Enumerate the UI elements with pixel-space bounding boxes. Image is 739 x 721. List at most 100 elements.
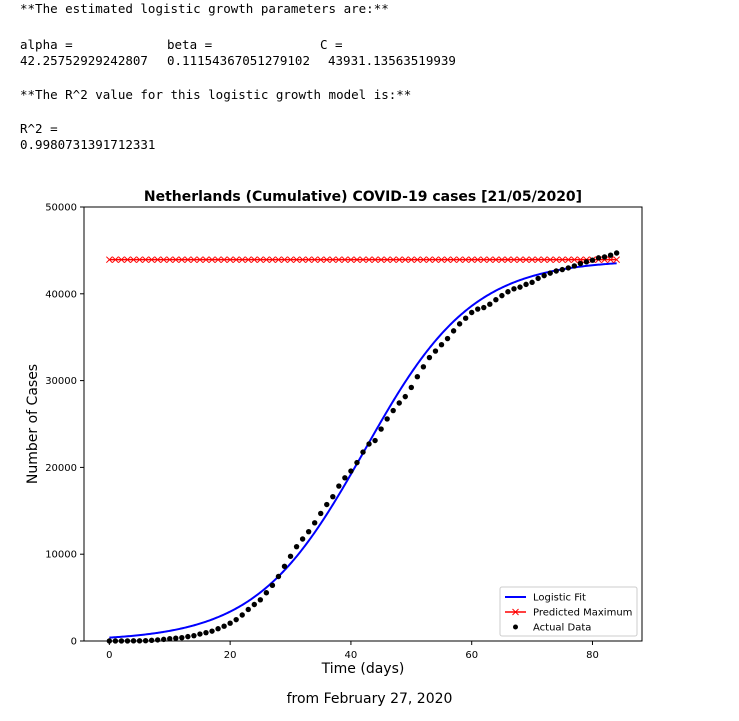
y-tick-label: 10000 [45,550,77,561]
actual-data-point [179,634,185,641]
actual-data-point [450,328,457,334]
actual-data-point [378,426,384,432]
actual-data-point [481,304,487,311]
predicted-maximum-marker [136,256,143,264]
actual-data-point [191,632,197,639]
actual-data-point [342,475,348,481]
predicted-maximum-marker [522,256,530,264]
actual-data-point [613,250,620,256]
actual-data-point [456,321,463,327]
predicted-maximum-marker [118,256,125,264]
x-axis-label: Time (days) [321,661,405,677]
actual-data-point [505,289,511,295]
actual-data-point [535,275,541,282]
actual-data-point [227,620,233,626]
actual-data-point [577,260,584,267]
predicted-maximum-marker [540,256,548,264]
predicted-maximum-marker [498,256,506,264]
x-tick-label: 20 [224,650,237,661]
output-header-r2: **The R^2 value for this logistic growth… [20,87,412,102]
actual-data-point [233,616,239,623]
actual-data-point [607,252,614,258]
predicted-maximum-marker [413,256,421,264]
predicted-maximum-marker [395,256,403,264]
predicted-maximum-marker [456,256,463,264]
chart-figure: 0 20 40 60 80 0 10000 20000 30000 40000 50000 Neth… [25,189,643,677]
actual-data-point [420,364,427,370]
actual-data-point [384,416,390,422]
predicted-maximum-marker [160,256,168,264]
actual-data-point [366,441,372,447]
predicted-maximum-marker [190,256,198,264]
alpha-label: alpha = [20,37,73,52]
predicted-maximum-marker [106,256,113,264]
actual-data-point [517,284,523,290]
predicted-maximum-marker [335,256,343,264]
predicted-maximum-marker [444,256,451,264]
actual-data-point [311,520,318,526]
actual-data-point [360,449,366,455]
actual-data-point [281,563,288,570]
actual-data-point [444,335,451,342]
predicted-maximum-marker [112,256,119,264]
predicted-maximum-marker [281,256,288,264]
legend-entry-label: Predicted Maximum [533,608,632,619]
actual-data-point [408,384,415,391]
predicted-maximum-marker [214,256,222,264]
predicted-maximum-marker [383,256,391,264]
predicted-maximum-marker [154,256,162,264]
predicted-maximum-marker [269,256,276,264]
predicted-maximum-marker [407,256,415,264]
predicted-maximum-marker [504,256,512,264]
actual-data-point [221,623,227,629]
y-tick-label: 40000 [45,289,77,300]
legend-actual-swatch [513,624,518,630]
c-value: 43931.13563519939 [328,53,456,68]
actual-data-point [275,573,282,580]
actual-data-point [475,306,481,312]
actual-data-point [565,265,572,271]
predicted-maximum-marker [184,256,192,264]
actual-data-point [215,626,221,632]
predicted-maximum-marker [480,256,488,264]
actual-data-point [402,393,408,400]
actual-data-point [372,437,378,444]
predicted-maximum-marker [208,256,216,264]
predicted-maximum-marker [371,256,379,264]
predicted-maximum-marker [492,256,500,264]
actual-data-point [493,297,499,303]
y-tick-label: 30000 [45,376,77,387]
predicted-maximum-marker [564,256,572,264]
actual-data-point [438,342,445,348]
actual-data-point [348,468,354,474]
predicted-maximum-marker [142,256,149,264]
predicted-maximum-marker [347,256,355,264]
predicted-maximum-marker [450,256,457,264]
predicted-maximum-marker [256,256,264,264]
r2-value: 0.9980731391712331 [20,137,156,152]
predicted-maximum-marker [359,256,367,264]
predicted-maximum-marker [546,256,554,264]
actual-data-point [263,590,270,596]
actual-data-point [330,493,336,500]
predicted-maximum-marker [401,256,409,264]
predicted-maximum-marker [534,256,542,264]
actual-data-point [589,257,596,263]
legend-entry-label: Actual Data [533,623,591,634]
predicted-maximum-marker [613,256,620,264]
predicted-maximum-marker [250,256,258,264]
actual-data-point [487,301,493,307]
actual-data-point [523,281,529,288]
predicted-maximum-marker [148,256,155,264]
actual-data-point [396,400,402,406]
predicted-maximum-marker [468,256,476,264]
axes-frame [83,206,643,642]
actual-data-point [336,483,342,489]
predicted-maximum-marker [510,256,518,264]
predicted-maximum-marker [196,256,204,264]
actual-data-point [571,263,578,269]
actual-data-point [173,635,179,641]
actual-data-point [148,637,155,643]
predicted-maximum-marker [293,256,300,264]
actual-data-point [209,628,215,634]
